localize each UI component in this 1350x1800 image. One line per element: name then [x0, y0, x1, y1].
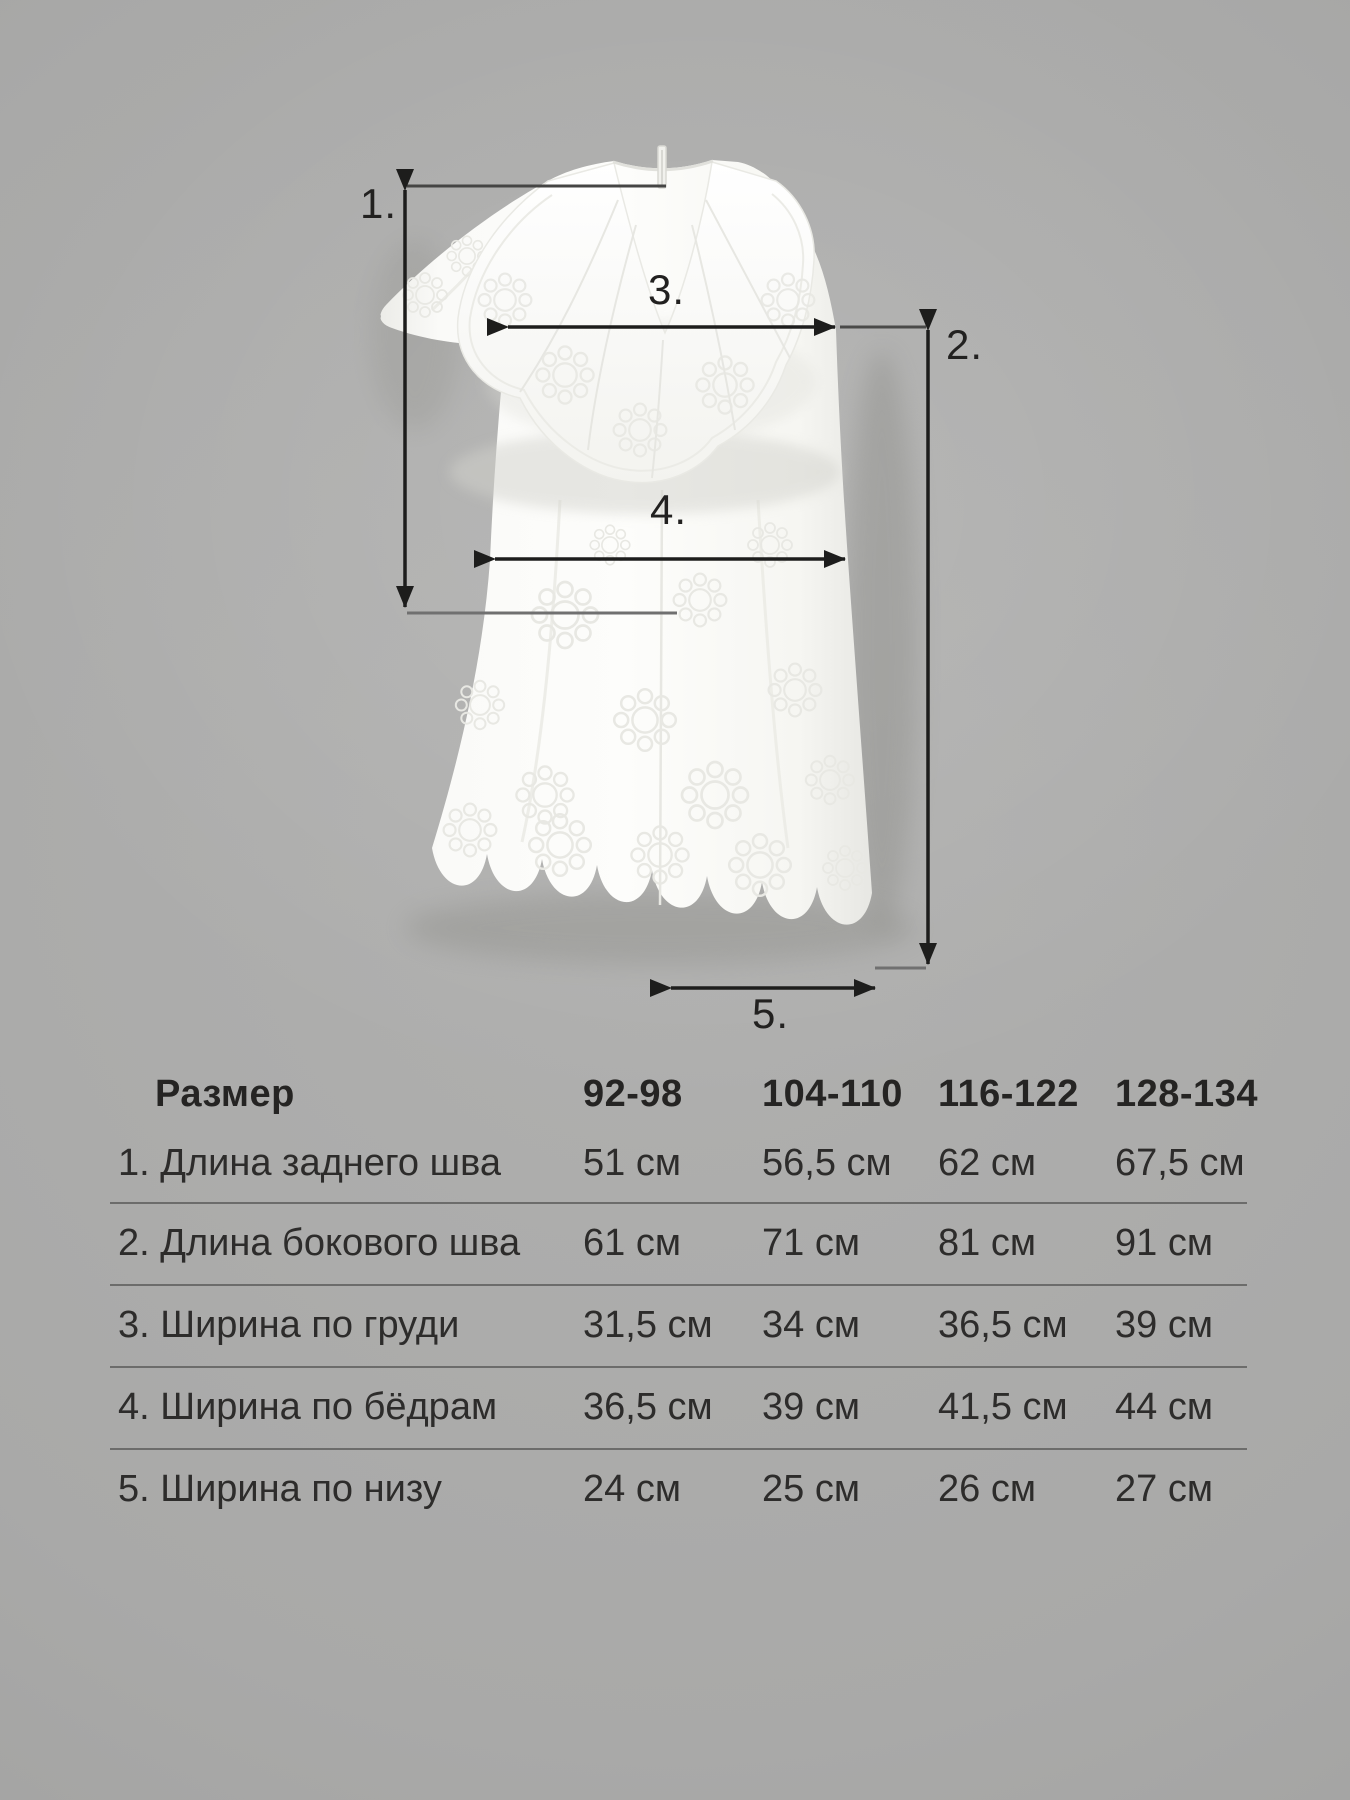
measure-label-2: 2.: [946, 321, 984, 368]
measure-label-1: 1.: [360, 180, 398, 227]
table-value: 34 см: [762, 1304, 860, 1346]
size-col-header-92-98: 92-98: [583, 1073, 683, 1115]
table-divider: [110, 1202, 1247, 1204]
table-value: 27 см: [1115, 1468, 1213, 1510]
table-value: 67,5 см: [1115, 1142, 1245, 1184]
row-label-hip-width: 4. Ширина по бёдрам: [118, 1386, 498, 1428]
table-divider: [110, 1366, 1247, 1368]
measure-label-5: 5.: [752, 990, 790, 1037]
table-value: 51 см: [583, 1142, 681, 1184]
measure-label-3: 3.: [648, 266, 686, 313]
table-divider: [110, 1284, 1247, 1286]
table-value: 41,5 см: [938, 1386, 1068, 1428]
size-col-header-128-134: 128-134: [1115, 1073, 1258, 1115]
table-value: 39 см: [762, 1386, 860, 1428]
table-value: 56,5 см: [762, 1142, 892, 1184]
row-label-back-seam: 1. Длина заднего шва: [118, 1142, 502, 1184]
measure-label-4: 4.: [650, 486, 688, 533]
table-value: 36,5 см: [938, 1304, 1068, 1346]
table-value: 91 см: [1115, 1222, 1213, 1264]
table-value: 39 см: [1115, 1304, 1213, 1346]
table-value: 26 см: [938, 1468, 1036, 1510]
neckline-zipper: [612, 145, 714, 189]
table-value: 62 см: [938, 1142, 1036, 1184]
table-value: 25 см: [762, 1468, 860, 1510]
size-table-header-label: Размер: [155, 1073, 295, 1115]
table-value: 44 см: [1115, 1386, 1213, 1428]
table-divider: [110, 1448, 1247, 1450]
table-value: 61 см: [583, 1222, 681, 1264]
row-label-chest-width: 3. Ширина по груди: [118, 1304, 460, 1346]
table-value: 71 см: [762, 1222, 860, 1264]
size-col-header-104-110: 104-110: [762, 1073, 903, 1115]
table-value: 24 см: [583, 1468, 681, 1510]
table-value: 31,5 см: [583, 1304, 713, 1346]
table-value: 36,5 см: [583, 1386, 713, 1428]
size-col-header-116-122: 116-122: [938, 1073, 1079, 1115]
row-label-bottom-width: 5. Ширина по низу: [118, 1468, 442, 1510]
table-value: 81 см: [938, 1222, 1036, 1264]
row-label-side-seam: 2. Длина бокового шва: [118, 1222, 521, 1264]
